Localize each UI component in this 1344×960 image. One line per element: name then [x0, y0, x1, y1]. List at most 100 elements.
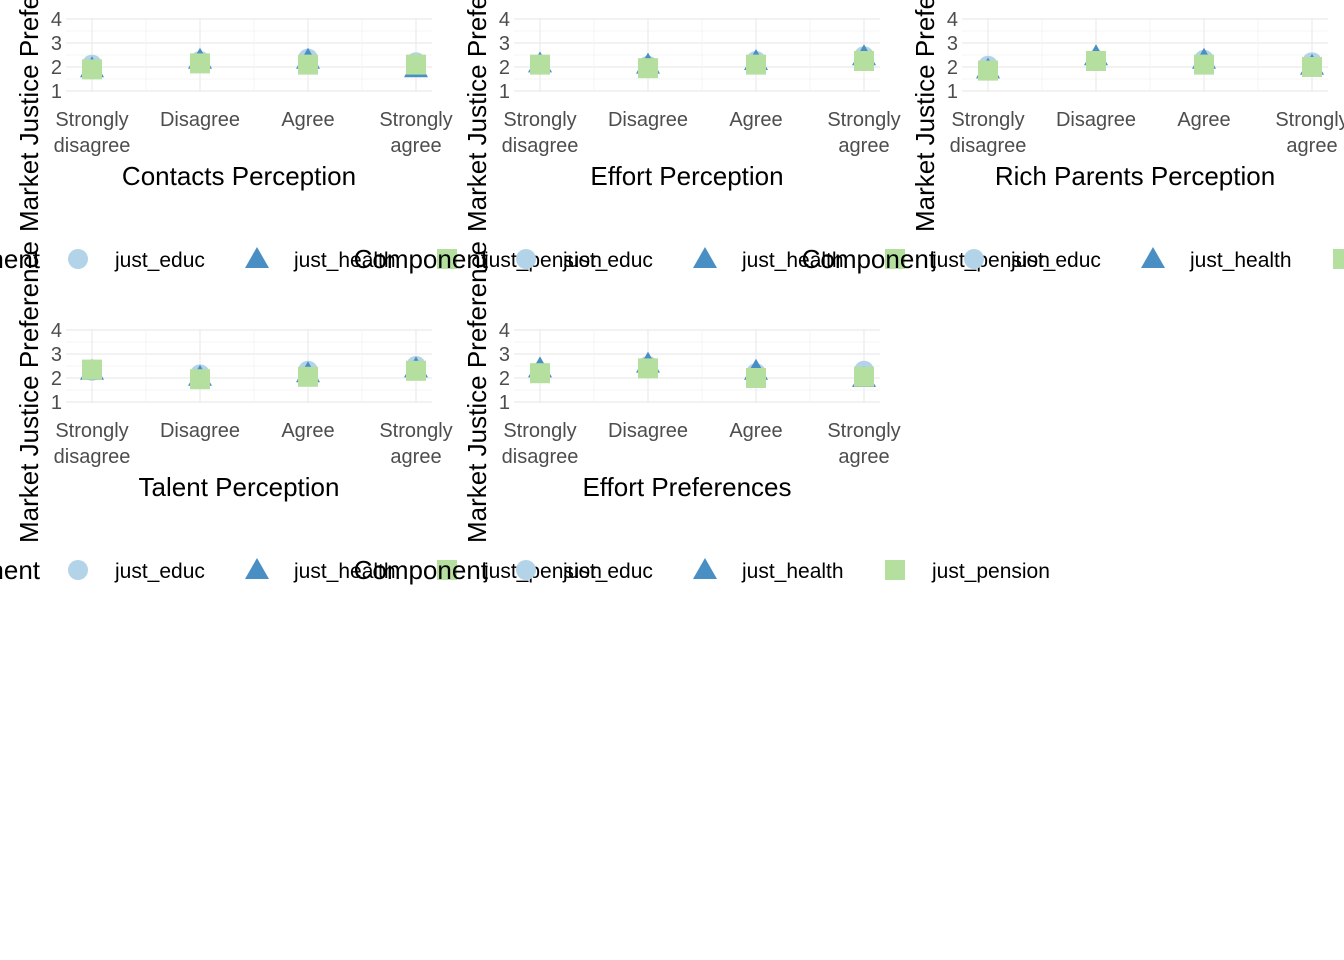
y-tick-label: 2 [499, 368, 510, 390]
x-tick-label-strongly-disagree: Strongly disagree [502, 420, 579, 468]
point-just-pension-3 [854, 51, 874, 71]
y-tick-label: 4 [51, 320, 62, 342]
point-just-pension-2 [298, 54, 318, 75]
legend: Component just_educ just_health just_pensio… [354, 555, 1050, 585]
y-tick-label: 2 [499, 57, 510, 79]
legend-key-just-pension [1333, 249, 1344, 269]
legend-key-just-health [245, 558, 269, 579]
gridlines [962, 18, 1328, 92]
legend-label-just-pension: just_pension [483, 249, 602, 272]
y-tick-label: 3 [499, 344, 510, 366]
x-tick-label-strongly-agree: Strongly agree [827, 420, 900, 468]
legend-key-just-health [1141, 247, 1165, 268]
x-tick-label-agree: Agree [729, 109, 782, 131]
x-axis-title: Talent Perception [139, 472, 340, 502]
x-tick-label-strongly-agree: Strongly agree [379, 109, 452, 157]
point-just-pension-0 [82, 359, 102, 380]
legend-label-just-educ: just_educ [114, 560, 205, 583]
point-just-pension-2 [746, 368, 766, 388]
gridlines [66, 329, 432, 403]
x-axis-title: Effort Preferences [582, 472, 791, 502]
legend-label-just-health: just_health [293, 249, 396, 272]
point-just-pension-1 [190, 53, 210, 74]
legend-label-just-pension: just_pension [931, 249, 1050, 272]
point-just-pension-0 [978, 60, 998, 81]
x-tick-label-agree: Agree [281, 420, 334, 442]
y-tick-label: 3 [51, 33, 62, 55]
legend-label-just-educ: just_educ [114, 249, 205, 272]
x-tick-label-agree: Agree [1177, 109, 1230, 131]
x-axis-title: Rich Parents Perception [995, 161, 1275, 191]
markers [80, 356, 428, 390]
x-tick-label-disagree: Disagree [608, 420, 688, 442]
y-tick-label: 1 [51, 81, 62, 103]
point-just-pension-1 [190, 369, 210, 390]
legend-key-just-educ [68, 560, 88, 580]
legend-label-just-educ: just_educ [562, 249, 653, 272]
x-tick-label-strongly-disagree: Strongly disagree [54, 420, 131, 468]
legend-label-just-health: just_health [741, 249, 844, 272]
legend-label-just-educ: just_educ [1010, 249, 1101, 272]
markers [976, 44, 1324, 81]
markers [528, 351, 876, 388]
legend-key-just-educ [516, 249, 536, 269]
x-axis-title: Effort Perception [590, 161, 783, 191]
y-tick-label: 3 [499, 33, 510, 55]
x-tick-label-disagree: Disagree [160, 109, 240, 131]
y-tick-label: 4 [51, 9, 62, 31]
point-just-pension-1 [638, 58, 658, 79]
legend: Component just_educ just_health just_pensio… [802, 244, 1344, 274]
point-just-pension-3 [854, 366, 874, 387]
legend-label-just-pension: just_pension [931, 560, 1050, 583]
legend-key-just-pension [885, 249, 905, 269]
legend-title: Component [802, 244, 937, 274]
y-tick-label: 3 [51, 344, 62, 366]
y-axis-title: Market Justice Preference [14, 0, 44, 232]
legend: Component just_educ just_health just_pensio… [354, 244, 1050, 274]
markers [528, 44, 876, 79]
point-just-pension-1 [1086, 51, 1106, 71]
y-tick-label: 4 [499, 320, 510, 342]
y-tick-label: 1 [499, 81, 510, 103]
x-tick-label-disagree: Disagree [608, 109, 688, 131]
legend-key-just-educ [68, 249, 88, 269]
legend-key-just-pension [437, 560, 457, 580]
point-just-pension-2 [1194, 54, 1214, 75]
gridlines [514, 329, 880, 403]
legend-key-just-health [693, 247, 717, 268]
legend-label-just-health: just_health [1189, 249, 1292, 272]
point-just-pension-0 [530, 54, 550, 75]
legend-key-just-pension [437, 249, 457, 269]
legend-key-just-health [693, 558, 717, 579]
x-tick-label-disagree: Disagree [160, 420, 240, 442]
x-tick-label-strongly-disagree: Strongly disagree [54, 109, 131, 157]
x-tick-label-strongly-agree: Strongly agree [1275, 109, 1344, 157]
legend-key-just-health [245, 247, 269, 268]
legend-title: Component [354, 244, 489, 274]
y-axis-title: Market Justice Preference [14, 241, 44, 543]
legend: Component just_educ just_health just_pensio… [0, 555, 602, 585]
point-just-pension-2 [298, 366, 318, 387]
x-tick-label-strongly-disagree: Strongly disagree [950, 109, 1027, 157]
legend-key-just-educ [964, 249, 984, 269]
legend: Component just_educ just_health just_pensio… [0, 244, 602, 274]
legend-key-just-educ [516, 560, 536, 580]
legend-title: Component [0, 555, 41, 585]
legend-title: Component [0, 244, 41, 274]
x-tick-label-strongly-disagree: Strongly disagree [502, 109, 579, 157]
x-axis-title: Contacts Perception [122, 161, 356, 191]
y-tick-label: 2 [947, 57, 958, 79]
legend-label-just-health: just_health [741, 560, 844, 583]
y-tick-label: 1 [51, 392, 62, 414]
point-just-pension-1 [638, 358, 658, 379]
legend-label-just-health: just_health [293, 560, 396, 583]
point-just-pension-0 [530, 363, 550, 384]
x-tick-label-agree: Agree [281, 109, 334, 131]
x-tick-label-strongly-agree: Strongly agree [827, 109, 900, 157]
x-tick-label-strongly-agree: Strongly agree [379, 420, 452, 468]
markers [80, 47, 428, 80]
point-just-pension-0 [82, 59, 102, 80]
